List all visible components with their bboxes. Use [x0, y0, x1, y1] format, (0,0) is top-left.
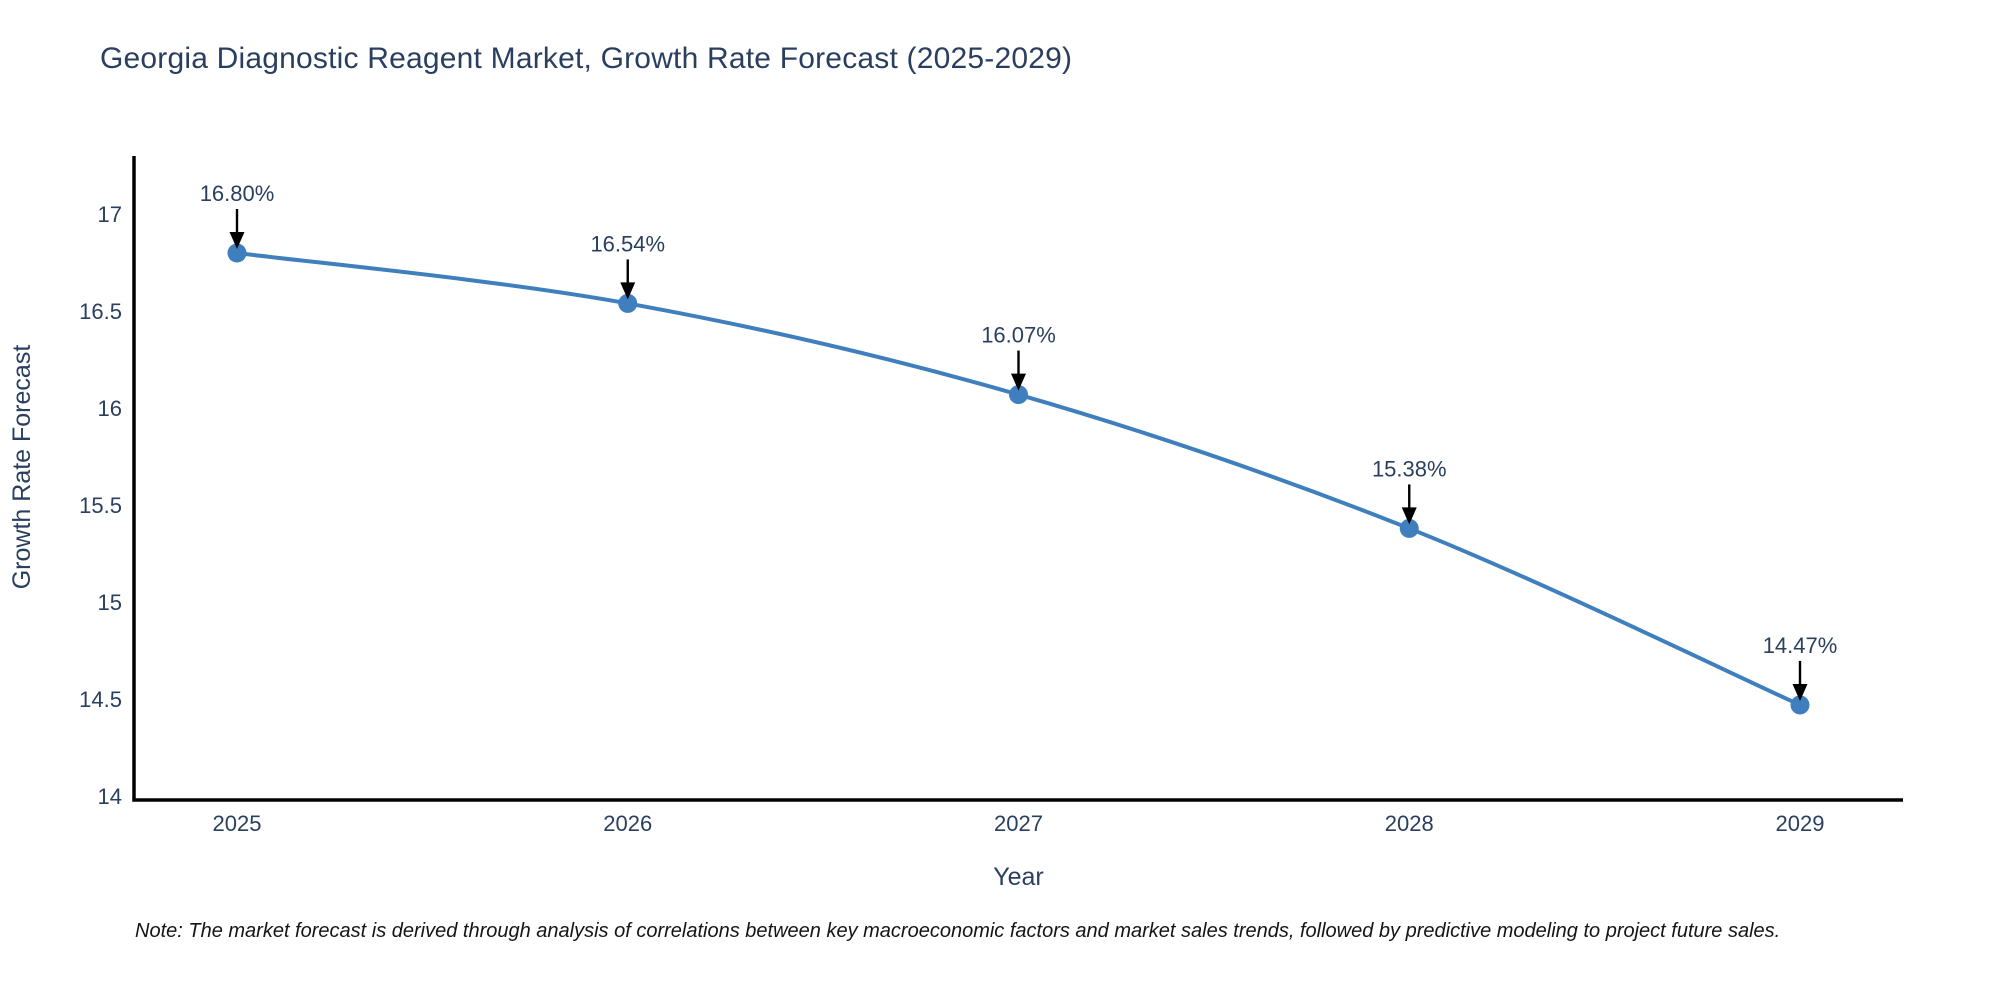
y-tick-label: 15.5 — [79, 493, 122, 518]
annotation-arrowhead-icon — [1401, 507, 1417, 525]
y-tick-label: 14 — [98, 784, 122, 809]
annotation-arrowhead-icon — [229, 231, 245, 249]
data-point-marker — [1790, 695, 1810, 715]
point-value-label: 15.38% — [1372, 456, 1447, 481]
data-point-marker — [1009, 385, 1028, 405]
y-tick-label: 16.5 — [79, 299, 122, 324]
y-tick-label: 16 — [98, 396, 122, 421]
data-point-marker — [618, 293, 638, 313]
footnote: Note: The market forecast is derived thr… — [135, 920, 1781, 942]
chart-title: Georgia Diagnostic Reagent Market, Growt… — [100, 42, 1073, 75]
axis-lines — [132, 156, 1903, 802]
point-value-label: 16.80% — [200, 181, 275, 206]
y-tick-label: 15 — [98, 590, 122, 615]
annotation-arrowhead-icon — [1792, 683, 1808, 701]
y-tick-label: 17 — [98, 202, 122, 227]
x-tick-label: 2026 — [603, 811, 652, 836]
x-axis-title: Year — [993, 863, 1044, 891]
data-point-marker — [227, 243, 247, 263]
y-tick-label: 14.5 — [79, 687, 122, 712]
point-value-label: 16.07% — [981, 323, 1056, 348]
data-point-marker — [1399, 518, 1419, 538]
y-axis-title: Growth Rate Forecast — [8, 345, 36, 590]
series-line — [236, 251, 1801, 707]
x-tick-label: 2027 — [994, 811, 1043, 836]
point-value-label: 16.54% — [590, 231, 665, 256]
point-value-label: 14.47% — [1763, 633, 1838, 658]
x-tick-label: 2029 — [1776, 811, 1825, 836]
x-tick-label: 2028 — [1385, 811, 1434, 836]
annotation-arrowhead-icon — [1011, 373, 1026, 391]
x-tick-label: 2025 — [213, 811, 262, 836]
annotation-arrowhead-icon — [620, 282, 636, 300]
